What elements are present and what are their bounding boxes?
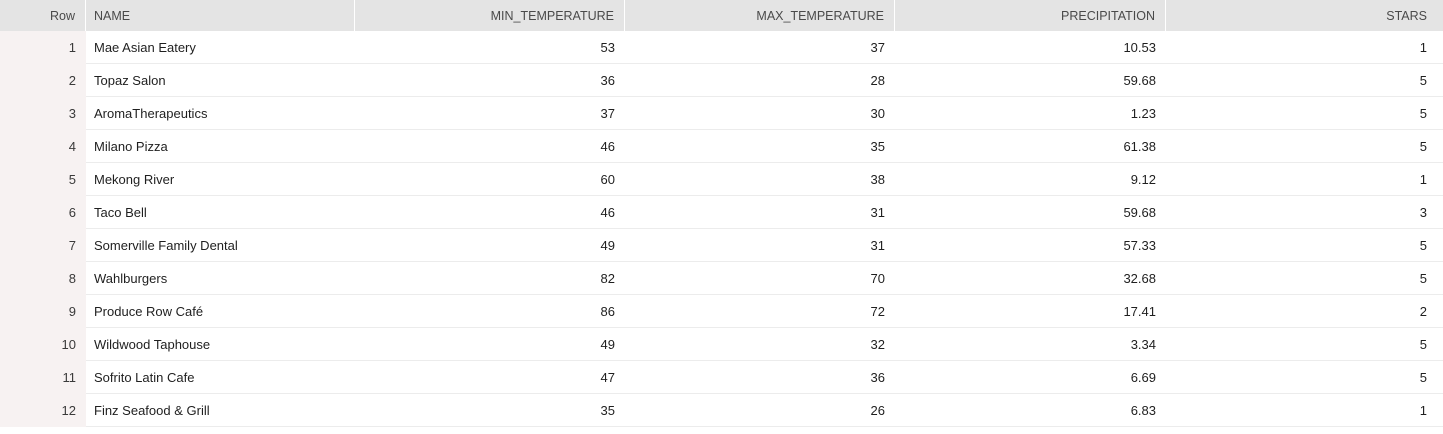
row-number-cell[interactable]: 7 [0, 229, 86, 262]
max-temperature-cell[interactable]: 72 [625, 295, 895, 328]
stars-cell[interactable]: 1 [1166, 394, 1443, 427]
table-row[interactable]: 9 Produce Row Café 86 72 17.41 2 [0, 295, 1443, 328]
min-temperature-cell[interactable]: 47 [355, 361, 625, 394]
precipitation-cell[interactable]: 61.38 [895, 130, 1166, 163]
name-cell[interactable]: Sofrito Latin Cafe [86, 361, 355, 394]
stars-cell[interactable]: 5 [1166, 262, 1443, 295]
column-header-stars[interactable]: STARS [1386, 8, 1427, 23]
max-temperature-cell[interactable]: 32 [625, 328, 895, 361]
row-number-cell[interactable]: 11 [0, 361, 86, 394]
name-cell[interactable]: Somerville Family Dental [86, 229, 355, 262]
stars-cell[interactable]: 5 [1166, 97, 1443, 130]
min-temperature-cell[interactable]: 46 [355, 130, 625, 163]
max-temperature-cell[interactable]: 30 [625, 97, 895, 130]
max-temperature-cell[interactable]: 26 [625, 394, 895, 427]
min-temperature-cell[interactable]: 49 [355, 229, 625, 262]
min-temperature-cell[interactable]: 49 [355, 328, 625, 361]
stars-cell[interactable]: 3 [1166, 196, 1443, 229]
row-number-cell[interactable]: 9 [0, 295, 86, 328]
name-cell[interactable]: Mae Asian Eatery [86, 31, 355, 64]
column-header-row[interactable]: Row [0, 0, 86, 31]
max-temperature-cell[interactable]: 35 [625, 130, 895, 163]
min-temperature-cell[interactable]: 60 [355, 163, 625, 196]
row-number-cell[interactable]: 1 [0, 31, 86, 64]
row-number-cell[interactable]: 8 [0, 262, 86, 295]
stars-cell[interactable]: 1 [1166, 163, 1443, 196]
stars-cell[interactable]: 2 [1166, 295, 1443, 328]
table-row[interactable]: 7 Somerville Family Dental 49 31 57.33 5 [0, 229, 1443, 262]
max-temperature-cell[interactable]: 70 [625, 262, 895, 295]
max-temperature-cell[interactable]: 28 [625, 64, 895, 97]
name-cell[interactable]: Taco Bell [86, 196, 355, 229]
precipitation-cell[interactable]: 9.12 [895, 163, 1166, 196]
min-temperature-cell[interactable]: 82 [355, 262, 625, 295]
table-body: 1 Mae Asian Eatery 53 37 10.53 1 2 Topaz Salon 3… [0, 31, 1443, 427]
name-cell[interactable]: Wildwood Taphouse [86, 328, 355, 361]
min-temperature-cell[interactable]: 53 [355, 31, 625, 64]
precipitation-cell[interactable]: 32.68 [895, 262, 1166, 295]
table-row[interactable]: 2 Topaz Salon 36 28 59.68 5 [0, 64, 1443, 97]
row-number-cell[interactable]: 5 [0, 163, 86, 196]
stars-cell[interactable]: 5 [1166, 328, 1443, 361]
stars-cell[interactable]: 1 [1166, 31, 1443, 64]
max-temperature-cell[interactable]: 36 [625, 361, 895, 394]
table-row[interactable]: 3 AromaTherapeutics 37 30 1.23 5 [0, 97, 1443, 130]
min-temperature-cell[interactable]: 36 [355, 64, 625, 97]
table-row[interactable]: 1 Mae Asian Eatery 53 37 10.53 1 [0, 31, 1443, 64]
max-temperature-cell[interactable]: 31 [625, 196, 895, 229]
row-number-cell[interactable]: 2 [0, 64, 86, 97]
table-row[interactable]: 10 Wildwood Taphouse 49 32 3.34 5 [0, 328, 1443, 361]
table-header: Row NAME MIN_TEMPERATURE MAX_TEMPERATURE… [0, 0, 1443, 31]
precipitation-cell[interactable]: 6.83 [895, 394, 1166, 427]
precipitation-cell[interactable]: 1.23 [895, 97, 1166, 130]
table-row[interactable]: 11 Sofrito Latin Cafe 47 36 6.69 5 [0, 361, 1443, 394]
max-temperature-cell[interactable]: 31 [625, 229, 895, 262]
table-row[interactable]: 5 Mekong River 60 38 9.12 1 [0, 163, 1443, 196]
table-row[interactable]: 4 Milano Pizza 46 35 61.38 5 [0, 130, 1443, 163]
column-header-max-temperature[interactable]: MAX_TEMPERATURE [625, 0, 895, 31]
precipitation-cell[interactable]: 59.68 [895, 64, 1166, 97]
name-cell[interactable]: Topaz Salon [86, 64, 355, 97]
min-temperature-cell[interactable]: 86 [355, 295, 625, 328]
precipitation-cell[interactable]: 57.33 [895, 229, 1166, 262]
min-temperature-cell[interactable]: 37 [355, 97, 625, 130]
row-number-cell[interactable]: 6 [0, 196, 86, 229]
stars-cell[interactable]: 5 [1166, 130, 1443, 163]
min-temperature-cell[interactable]: 46 [355, 196, 625, 229]
stars-cell[interactable]: 5 [1166, 361, 1443, 394]
min-temperature-cell[interactable]: 35 [355, 394, 625, 427]
max-temperature-cell[interactable]: 37 [625, 31, 895, 64]
name-cell[interactable]: Mekong River [86, 163, 355, 196]
table-row[interactable]: 12 Finz Seafood & Grill 35 26 6.83 1 [0, 394, 1443, 427]
column-header-min-temperature[interactable]: MIN_TEMPERATURE [355, 0, 625, 31]
name-cell[interactable]: Finz Seafood & Grill [86, 394, 355, 427]
precipitation-cell[interactable]: 10.53 [895, 31, 1166, 64]
row-number-cell[interactable]: 12 [0, 394, 86, 427]
name-cell[interactable]: Milano Pizza [86, 130, 355, 163]
precipitation-cell[interactable]: 17.41 [895, 295, 1166, 328]
name-cell[interactable]: AromaTherapeutics [86, 97, 355, 130]
column-header-name[interactable]: NAME [86, 0, 355, 31]
row-number-cell[interactable]: 3 [0, 97, 86, 130]
name-cell[interactable]: Produce Row Café [86, 295, 355, 328]
row-number-cell[interactable]: 4 [0, 130, 86, 163]
table-row[interactable]: 8 Wahlburgers 82 70 32.68 5 [0, 262, 1443, 295]
precipitation-cell[interactable]: 59.68 [895, 196, 1166, 229]
stars-cell[interactable]: 5 [1166, 229, 1443, 262]
column-header-precipitation[interactable]: PRECIPITATION [895, 0, 1166, 31]
precipitation-cell[interactable]: 3.34 [895, 328, 1166, 361]
name-cell[interactable]: Wahlburgers [86, 262, 355, 295]
table-row[interactable]: 6 Taco Bell 46 31 59.68 3 [0, 196, 1443, 229]
precipitation-cell[interactable]: 6.69 [895, 361, 1166, 394]
stars-cell[interactable]: 5 [1166, 64, 1443, 97]
row-number-cell[interactable]: 10 [0, 328, 86, 361]
max-temperature-cell[interactable]: 38 [625, 163, 895, 196]
